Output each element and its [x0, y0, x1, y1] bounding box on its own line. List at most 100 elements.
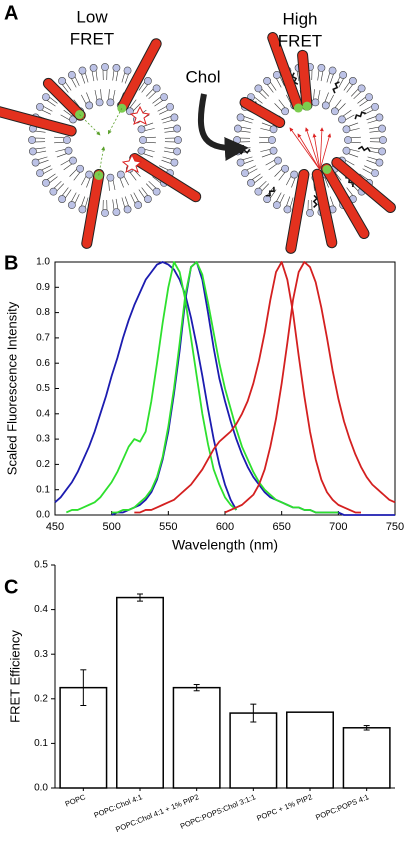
- peptide-rod: [239, 97, 286, 128]
- cholesterol: [332, 81, 340, 94]
- y-tick-label: 0.0: [36, 510, 50, 521]
- lipid-head: [123, 205, 132, 214]
- lipid-head: [58, 77, 66, 85]
- transfer-arrow: [312, 133, 321, 171]
- lipid-head: [375, 158, 384, 167]
- panel-a: [0, 32, 396, 254]
- lipid-head: [173, 147, 182, 156]
- bar: [286, 711, 334, 789]
- transfer-arrow: [297, 133, 321, 171]
- lipid-head: [174, 136, 182, 144]
- y-tick-label: 0.8: [36, 307, 50, 318]
- lipid-head: [375, 113, 384, 122]
- y-tick-label: 0.1: [36, 484, 50, 495]
- lipid-head: [31, 158, 40, 167]
- lipid-head: [272, 201, 281, 209]
- lipid-head: [58, 195, 66, 203]
- lipid-head: [254, 84, 263, 93]
- y-tick-label: 0.0: [34, 783, 48, 794]
- y-tick-label: 0.3: [34, 649, 48, 660]
- lipid-head: [365, 93, 373, 101]
- lipid-head: [144, 77, 152, 85]
- error-bar: [363, 725, 370, 731]
- lipid-head: [338, 115, 346, 124]
- y-tick-label: 0.4: [34, 604, 48, 615]
- lipid-head: [311, 98, 320, 107]
- bar: [342, 727, 391, 789]
- cholesterol: [357, 145, 371, 152]
- lipid-head: [85, 101, 94, 110]
- bar: [116, 596, 164, 789]
- y-tick-label: 0.1: [34, 738, 48, 749]
- lipid-head: [170, 158, 179, 167]
- transition-arrow: [198, 93, 249, 161]
- vesicle: [233, 32, 396, 254]
- lipid-head: [116, 170, 125, 179]
- lipid-head: [254, 187, 263, 196]
- transfer-arrow: [289, 127, 321, 171]
- lipid-head: [283, 205, 292, 214]
- lipid-head: [272, 71, 281, 79]
- y-tick-label: 0.5: [34, 560, 48, 571]
- lipid-head: [152, 187, 161, 196]
- bar: [229, 712, 278, 789]
- lipid-head: [236, 158, 245, 167]
- lipid-head: [269, 125, 278, 134]
- lipid-head: [78, 205, 87, 214]
- lipid-head: [112, 63, 121, 72]
- lipid-head: [67, 201, 76, 209]
- peptide-rod: [129, 153, 202, 203]
- x-tick-label: 600: [216, 521, 234, 533]
- x-tick-label: 700: [329, 521, 347, 533]
- spectrum-line: [111, 261, 339, 514]
- lipid-head: [49, 187, 58, 196]
- spectrum-line: [224, 261, 396, 514]
- low-fret-label: Low: [76, 7, 108, 26]
- peptide-rod: [331, 156, 396, 213]
- bar: [172, 686, 221, 789]
- lipid-head: [321, 101, 330, 110]
- lipid-head: [378, 147, 387, 156]
- lipid-head: [101, 63, 109, 71]
- cholesterol: [354, 111, 367, 120]
- transfer-arrow: [305, 127, 321, 171]
- energy-arrow: [79, 114, 101, 136]
- lipid-head: [357, 84, 366, 93]
- lipid-head: [36, 102, 44, 111]
- y-tick-label: 0.7: [36, 333, 50, 344]
- lipid-head: [342, 125, 351, 134]
- spectrum-line: [111, 261, 395, 516]
- donor-dot: [293, 103, 303, 113]
- lipid-head: [371, 169, 379, 178]
- transfer-arrow: [319, 127, 324, 171]
- lipid-head: [69, 156, 77, 165]
- y-axis-label: FRET Efficiency: [7, 630, 22, 723]
- cholesterol: [312, 194, 319, 208]
- lipid-head: [269, 146, 278, 155]
- lipid-head: [123, 66, 132, 75]
- energy-arrow: [108, 108, 123, 135]
- x-tick-label: POPC + 1% PIP2: [255, 792, 313, 822]
- low-fret-label: FRET: [70, 29, 114, 48]
- donor-dot: [302, 101, 312, 111]
- error-bar: [80, 669, 87, 706]
- lipid-head: [106, 173, 115, 182]
- lipid-head: [166, 102, 174, 111]
- lipid-head: [160, 93, 168, 101]
- cholesterol: [291, 72, 299, 85]
- lipid-head: [95, 98, 104, 107]
- lipid-head: [263, 77, 271, 85]
- y-tick-label: 0.3: [36, 434, 50, 445]
- lipid-head: [42, 93, 50, 101]
- lipid-head: [137, 125, 146, 134]
- x-tick-label: 450: [46, 521, 64, 533]
- y-tick-label: 1.0: [36, 257, 50, 268]
- lipid-head: [349, 77, 357, 85]
- spectrum-line: [54, 261, 238, 511]
- lipid-head: [125, 107, 134, 116]
- lipid-head: [28, 147, 37, 156]
- lipid-head: [274, 156, 282, 165]
- lipid-head: [281, 164, 290, 173]
- lipid-head: [139, 136, 147, 144]
- lipid-head: [101, 209, 109, 217]
